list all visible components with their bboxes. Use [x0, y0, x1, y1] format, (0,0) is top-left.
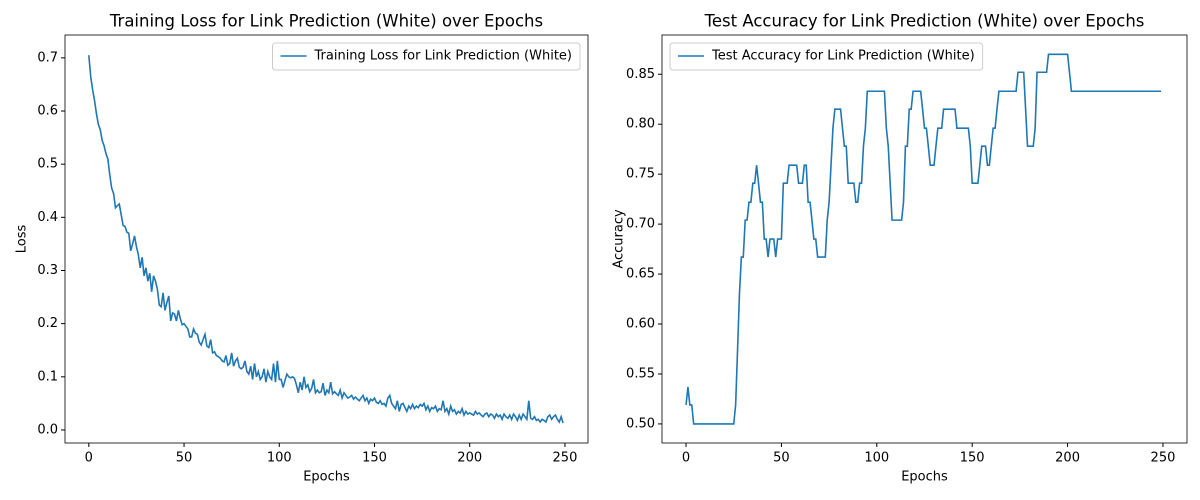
y-tick-label: 0.65 [626, 267, 655, 282]
y-tick-label: 0.75 [626, 167, 655, 182]
subplot: 0.0 0.1 0.2 0.3 0.4 0.5 0.6 0.7 0 50 100 150 200 250 T… [15, 12, 589, 485]
y-tick-label: 0.0 [37, 422, 58, 437]
y-tick-label: 0.1 [37, 369, 58, 384]
x-tick-label: 100 [267, 451, 292, 466]
legend-box [272, 42, 581, 71]
x-tick-label: 250 [553, 451, 578, 466]
legend-label: Test Accuracy for Link Prediction (White… [711, 49, 975, 64]
legend: Test Accuracy for Link Prediction (White… [669, 42, 984, 71]
x-axis-label: Epochs [303, 470, 350, 485]
legend-label: Training Loss for Link Prediction (White… [314, 49, 573, 64]
x-tick-label: 50 [176, 451, 193, 466]
x-tick-label: 200 [457, 451, 482, 466]
chart-title: Training Loss for Link Prediction (White… [109, 12, 543, 31]
y-tick-label: 0.6 [37, 104, 58, 119]
plot-frame [64, 34, 589, 444]
data-line [88, 55, 564, 424]
data-line [685, 53, 1162, 425]
x-tick-label: 50 [773, 451, 790, 466]
y-tick-label: 0.3 [37, 263, 58, 278]
y-axis-label: Accuracy [612, 209, 627, 269]
y-tick-label: 0.7 [37, 50, 58, 65]
plot-frame [661, 34, 1188, 444]
y-tick-label: 0.55 [626, 366, 655, 381]
x-tick-label: 200 [1055, 451, 1080, 466]
x-tick-label: 100 [864, 451, 889, 466]
legend: Training Loss for Link Prediction (White… [272, 42, 581, 71]
legend-box [669, 42, 984, 71]
y-tick-label: 0.5 [37, 157, 58, 172]
x-axis-label: Epochs [901, 470, 948, 485]
chart-title: Test Accuracy for Link Prediction (White… [704, 12, 1145, 31]
y-axis-label: Loss [15, 225, 30, 254]
x-tick-label: 150 [362, 451, 387, 466]
y-tick-label: 0.2 [37, 316, 58, 331]
x-tick-label: 250 [1151, 451, 1176, 466]
subplot: 0.50 0.55 0.60 0.65 0.70 0.75 0.80 0.85 0 50 100 15… [612, 12, 1188, 485]
y-tick-label: 0.60 [626, 317, 655, 332]
y-tick-label: 0.80 [626, 117, 655, 132]
y-tick-label: 0.70 [626, 217, 655, 232]
y-tick-label: 0.50 [626, 416, 655, 431]
x-tick-label: 150 [960, 451, 985, 466]
x-tick-label: 0 [682, 451, 690, 466]
y-tick-label: 0.4 [37, 210, 58, 225]
x-tick-label: 0 [85, 451, 93, 466]
y-tick-label: 0.85 [626, 67, 655, 82]
